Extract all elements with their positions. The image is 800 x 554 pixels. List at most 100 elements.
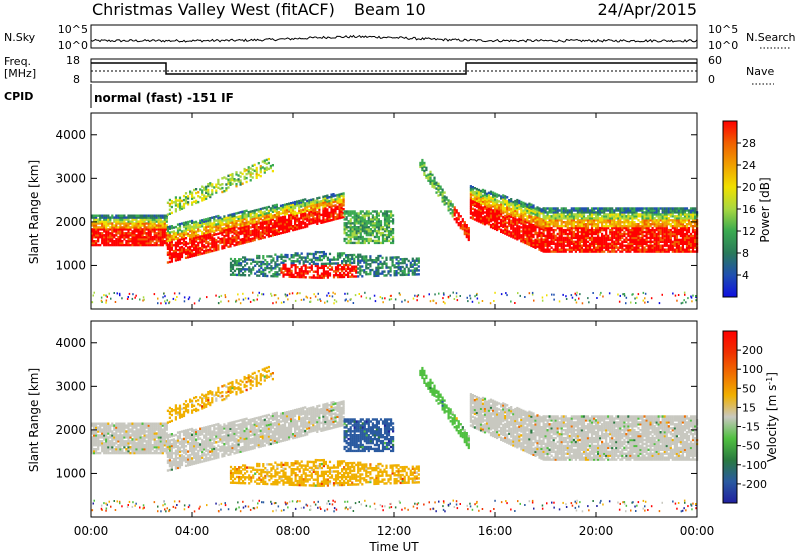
power-cell [385, 220, 389, 223]
power-cell [115, 218, 118, 221]
power-cell [203, 234, 206, 237]
power-cell [231, 223, 234, 226]
power-cell [435, 187, 438, 190]
power-cell [151, 236, 154, 239]
power-cell [155, 226, 158, 229]
power-cell [489, 214, 493, 217]
power-cell [123, 224, 126, 227]
power-cell [251, 217, 254, 221]
power-cell [239, 211, 242, 214]
power-cell [375, 270, 378, 274]
power-cell [97, 236, 100, 239]
power-cell [238, 264, 241, 267]
power-cell [615, 242, 618, 245]
power-cell [203, 198, 206, 201]
power-cell [512, 210, 515, 214]
power-cell [639, 209, 642, 212]
power-cell [157, 232, 160, 235]
power-cell [157, 224, 160, 227]
power-cell [580, 219, 583, 222]
power-cell [487, 191, 491, 194]
power-cell [371, 224, 374, 227]
power-cell [292, 260, 295, 263]
power-cell [197, 191, 200, 194]
power-cell [473, 187, 476, 190]
power-cell [275, 219, 278, 222]
power-cell [127, 241, 130, 245]
power-cell [201, 185, 204, 188]
power-cell [178, 258, 182, 261]
power-cell [107, 230, 110, 233]
power-cell [215, 239, 218, 242]
power-cell [375, 239, 378, 243]
power-cell [123, 220, 126, 223]
power-cell [229, 263, 233, 267]
power-cell [512, 214, 515, 217]
power-cell [373, 239, 376, 243]
power-cell [250, 258, 253, 261]
power-cell [377, 224, 380, 227]
power-cell [245, 176, 248, 180]
power-cell [627, 232, 630, 236]
power-cell [165, 218, 168, 221]
power-cell [520, 234, 523, 237]
power-cell [550, 209, 553, 212]
power-cell [560, 234, 563, 238]
power-cell [141, 230, 144, 233]
power-cell [145, 222, 148, 225]
power-cell [461, 218, 464, 221]
power-cell [597, 223, 600, 226]
power-cell [249, 212, 252, 215]
power-cell [254, 260, 257, 263]
power-cell [431, 181, 434, 184]
power-cell [625, 219, 628, 222]
power-cell [139, 230, 142, 233]
power-cell [131, 226, 134, 229]
power-cell [597, 240, 600, 243]
power-cell [165, 224, 168, 227]
power-cell [659, 207, 662, 210]
power-cell [564, 215, 567, 218]
power-cell [471, 215, 474, 218]
power-cell [595, 242, 598, 245]
power-cell [647, 224, 650, 228]
power-cell [151, 243, 154, 247]
power-cell [562, 228, 565, 232]
power-cell [326, 220, 329, 223]
power-cell [552, 234, 555, 238]
power-cell [481, 196, 485, 199]
power-cell [273, 229, 276, 233]
power-cell [540, 245, 543, 248]
power-cell [475, 211, 478, 214]
power-cell [275, 203, 278, 207]
power-cell [532, 204, 535, 207]
power-cell [481, 210, 485, 213]
power-cell [326, 200, 329, 203]
power-cell [417, 273, 420, 276]
power-cell [379, 260, 382, 264]
power-cell [145, 234, 148, 237]
power-cell [343, 229, 346, 233]
power-cell [377, 270, 380, 273]
power-cell [322, 262, 325, 266]
power-cell [619, 211, 622, 214]
power-cell [121, 230, 124, 233]
power-cell [345, 263, 348, 267]
power-cell [667, 223, 670, 226]
power-cell [601, 228, 604, 232]
power-cell [595, 226, 598, 230]
power-cell [485, 210, 489, 213]
power-cell [363, 259, 366, 262]
power-cell [294, 271, 297, 275]
power-cell [617, 236, 620, 240]
power-cell [461, 227, 464, 231]
power-cell [195, 224, 198, 227]
power-cell [524, 218, 527, 221]
power-cell [590, 248, 594, 251]
power-cell [318, 208, 321, 211]
power-cell [609, 236, 612, 240]
power-cell [542, 207, 545, 210]
power-cell [498, 221, 501, 225]
power-cell [617, 240, 620, 243]
power-cell [475, 193, 478, 197]
